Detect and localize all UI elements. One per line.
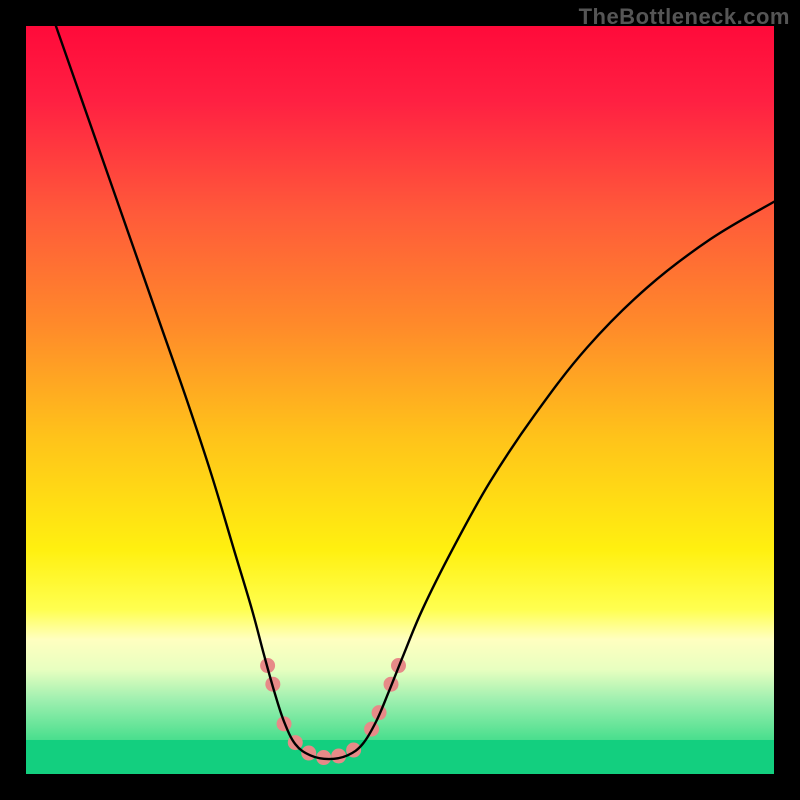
- marker-group: [260, 658, 406, 765]
- watermark-text: TheBottleneck.com: [579, 4, 790, 30]
- data-marker: [301, 746, 316, 761]
- v-curve: [56, 26, 774, 759]
- plot-area: [26, 26, 774, 774]
- bottleneck-curve: [26, 26, 774, 774]
